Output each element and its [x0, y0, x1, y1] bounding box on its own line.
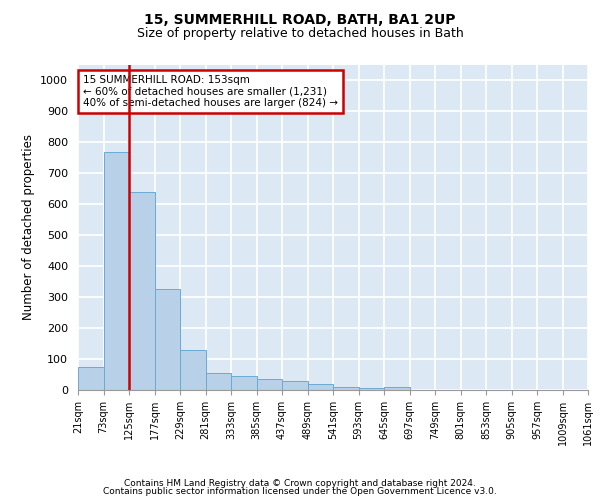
Text: Size of property relative to detached houses in Bath: Size of property relative to detached ho… [137, 28, 463, 40]
Bar [231, 376, 257, 390]
Bar [308, 384, 333, 390]
Bar [205, 373, 231, 390]
Y-axis label: Number of detached properties: Number of detached properties [22, 134, 35, 320]
Bar [155, 290, 180, 390]
Bar [180, 350, 205, 390]
Bar [104, 152, 129, 390]
Text: 15, SUMMERHILL ROAD, BATH, BA1 2UP: 15, SUMMERHILL ROAD, BATH, BA1 2UP [144, 12, 456, 26]
Bar [359, 388, 384, 390]
Bar [129, 192, 155, 390]
Text: Contains public sector information licensed under the Open Government Licence v3: Contains public sector information licen… [103, 487, 497, 496]
Bar [384, 387, 409, 390]
Bar [333, 387, 359, 390]
Text: 15 SUMMERHILL ROAD: 153sqm
← 60% of detached houses are smaller (1,231)
40% of s: 15 SUMMERHILL ROAD: 153sqm ← 60% of deta… [83, 74, 338, 108]
Text: Contains HM Land Registry data © Crown copyright and database right 2024.: Contains HM Land Registry data © Crown c… [124, 478, 476, 488]
Bar [257, 379, 282, 390]
Bar [78, 367, 104, 390]
Bar [282, 380, 308, 390]
